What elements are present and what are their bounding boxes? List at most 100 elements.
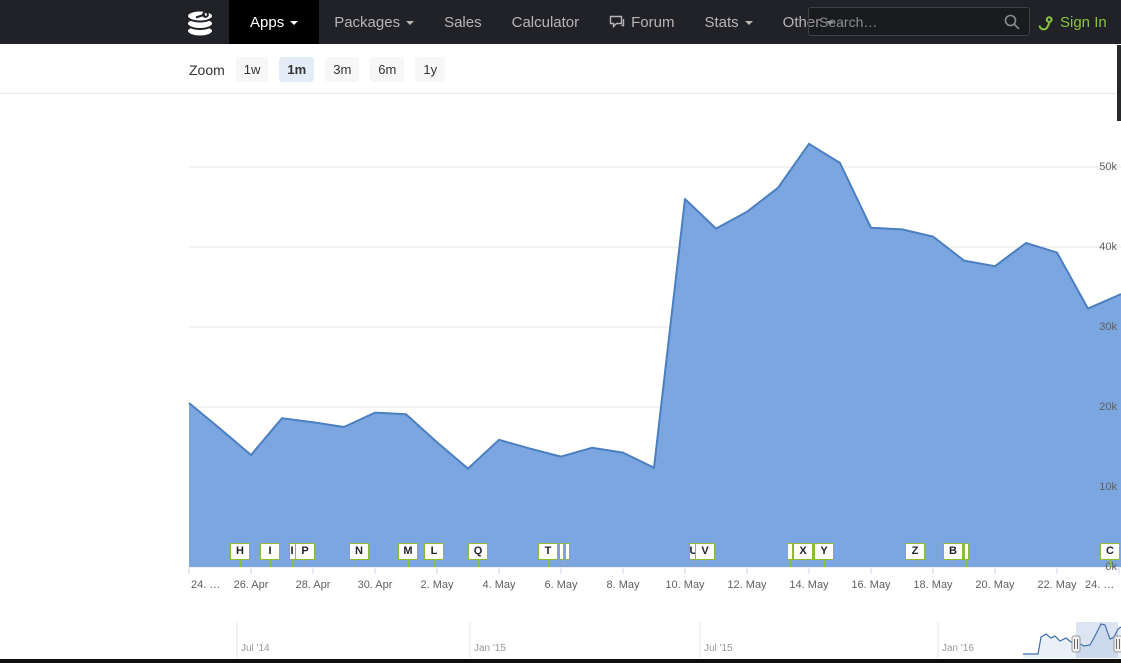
event-flag[interactable] [564, 543, 570, 560]
range-selector-buttons: 1w 1m 3m 6m 1y [235, 57, 446, 82]
navbar: Apps Packages Sales Calculator Forum Stats Oth… [0, 0, 1121, 44]
scrollbar-thumb[interactable] [1117, 45, 1121, 121]
event-flag-x[interactable]: X [793, 543, 813, 560]
y-axis-label: 30k [1099, 321, 1117, 333]
y-axis-label: 40k [1099, 241, 1117, 253]
nav-item-label: Other [782, 13, 821, 31]
nav-item-label: Sales [444, 13, 482, 31]
x-axis-label: 22. May [1037, 579, 1077, 591]
sign-in-label: Sign In [1060, 13, 1107, 31]
x-axis-label: 20. May [975, 579, 1015, 591]
event-flag-m[interactable]: M [398, 543, 418, 560]
event-flag-stem [434, 560, 435, 567]
zoom-button-1w[interactable]: 1w [235, 57, 269, 82]
event-flag[interactable] [787, 543, 793, 560]
event-flag-stem [478, 560, 479, 567]
chevron-down-icon [290, 21, 299, 25]
nav-item-stats[interactable]: Stats [689, 0, 767, 44]
nav-item-packages[interactable]: Packages [319, 0, 429, 44]
x-axis-label: 18. May [913, 579, 953, 591]
search-input[interactable] [817, 12, 1003, 31]
forum-icon [609, 15, 625, 29]
event-flag-p[interactable]: P [295, 543, 315, 560]
x-axis-label: 30. Apr [357, 579, 393, 591]
sign-in-link[interactable]: Sign In [1038, 0, 1107, 44]
nav-item-sales[interactable]: Sales [429, 0, 497, 44]
y-axis-label: 20k [1099, 401, 1117, 413]
x-axis-label: 12. May [727, 579, 767, 591]
navigator-axis-label: Jan '16 [942, 643, 974, 654]
nav-item-label: Apps [250, 13, 285, 31]
x-axis-label: 10. May [665, 579, 705, 591]
x-axis-label: 4. May [482, 579, 516, 591]
section-divider [0, 93, 1121, 94]
event-flag-stem [824, 560, 825, 567]
x-axis-label: 6. May [544, 579, 578, 591]
event-flag-stem [705, 560, 706, 567]
navigator-axis-label: Jul '15 [704, 643, 733, 654]
zoom-button-1m[interactable]: 1m [279, 57, 315, 82]
x-axis-label: 16. May [851, 579, 891, 591]
event-flag-stem [548, 560, 549, 567]
y-axis-label: 50k [1099, 161, 1117, 173]
event-flag-c[interactable]: C [1100, 543, 1120, 560]
nav-item-label: Stats [704, 13, 739, 31]
event-flag-q[interactable]: Q [468, 543, 488, 560]
event-flag-stem [408, 560, 409, 567]
event-flag-h[interactable]: H [230, 543, 250, 560]
search-icon[interactable] [1003, 13, 1021, 31]
x-axis-label: 28. Apr [295, 579, 331, 591]
event-flag-stem [567, 560, 568, 567]
event-flag-l[interactable]: L [424, 543, 444, 560]
zoom-button-3m[interactable]: 3m [325, 57, 360, 82]
event-flag-b[interactable]: B [943, 543, 963, 560]
zoom-button-6m[interactable]: 6m [370, 57, 405, 82]
zoom-button-1y[interactable]: 1y [415, 57, 446, 82]
event-flag-stem [915, 560, 916, 567]
range-selector-label: Zoom [189, 61, 225, 78]
steamdb-logo[interactable] [183, 0, 217, 44]
page-bottom-bar [0, 659, 1121, 663]
steamdb-logo-icon [186, 9, 214, 38]
event-flag-i[interactable]: I [260, 543, 280, 560]
x-axis-label: 26. Apr [233, 579, 269, 591]
x-axis-label: 8. May [606, 579, 640, 591]
event-flag-t[interactable]: T [538, 543, 558, 560]
x-axis-label: 2. May [420, 579, 454, 591]
event-flag-y[interactable]: Y [814, 543, 834, 560]
y-axis-label: 10k [1099, 481, 1117, 493]
event-flag-stem [953, 560, 954, 567]
event-flag-stem [803, 560, 804, 567]
range-selector: Zoom 1w 1m 3m 6m 1y [189, 57, 446, 82]
steam-icon [1038, 15, 1053, 30]
navigator-axis-label: Jul '14 [241, 643, 270, 654]
event-flag-stem [359, 560, 360, 567]
event-flag-stem [305, 560, 306, 567]
event-flag[interactable] [558, 543, 564, 560]
nav-item-forum[interactable]: Forum [594, 0, 689, 44]
main-nav: Apps Packages Sales Calculator Forum Stats Oth… [229, 0, 849, 44]
search-box[interactable] [808, 7, 1030, 36]
nav-item-label: Forum [631, 13, 675, 31]
event-flag-stem [292, 560, 293, 567]
navigator-handle[interactable] [1071, 635, 1081, 653]
chevron-down-icon [406, 21, 415, 25]
event-flag-stem [270, 560, 271, 567]
navigator-axis-label: Jan '15 [474, 643, 506, 654]
event-flag[interactable] [963, 543, 969, 560]
nav-item-label: Packages [334, 13, 401, 31]
chevron-down-icon [744, 21, 753, 25]
nav-item-label: Calculator [511, 13, 580, 31]
event-flag-n[interactable]: N [349, 543, 369, 560]
event-flag-stem [561, 560, 562, 567]
x-axis-label: 24. … [1085, 579, 1115, 591]
event-flag-stem [1110, 560, 1111, 567]
event-flag-stem [693, 560, 694, 567]
nav-item-calculator[interactable]: Calculator [497, 0, 595, 44]
y-axis-label: 0k [1105, 561, 1117, 573]
event-flag-z[interactable]: Z [905, 543, 925, 560]
x-axis-label: 14. May [789, 579, 829, 591]
nav-item-apps[interactable]: Apps [229, 0, 320, 44]
event-flag-v[interactable]: V [695, 543, 715, 560]
